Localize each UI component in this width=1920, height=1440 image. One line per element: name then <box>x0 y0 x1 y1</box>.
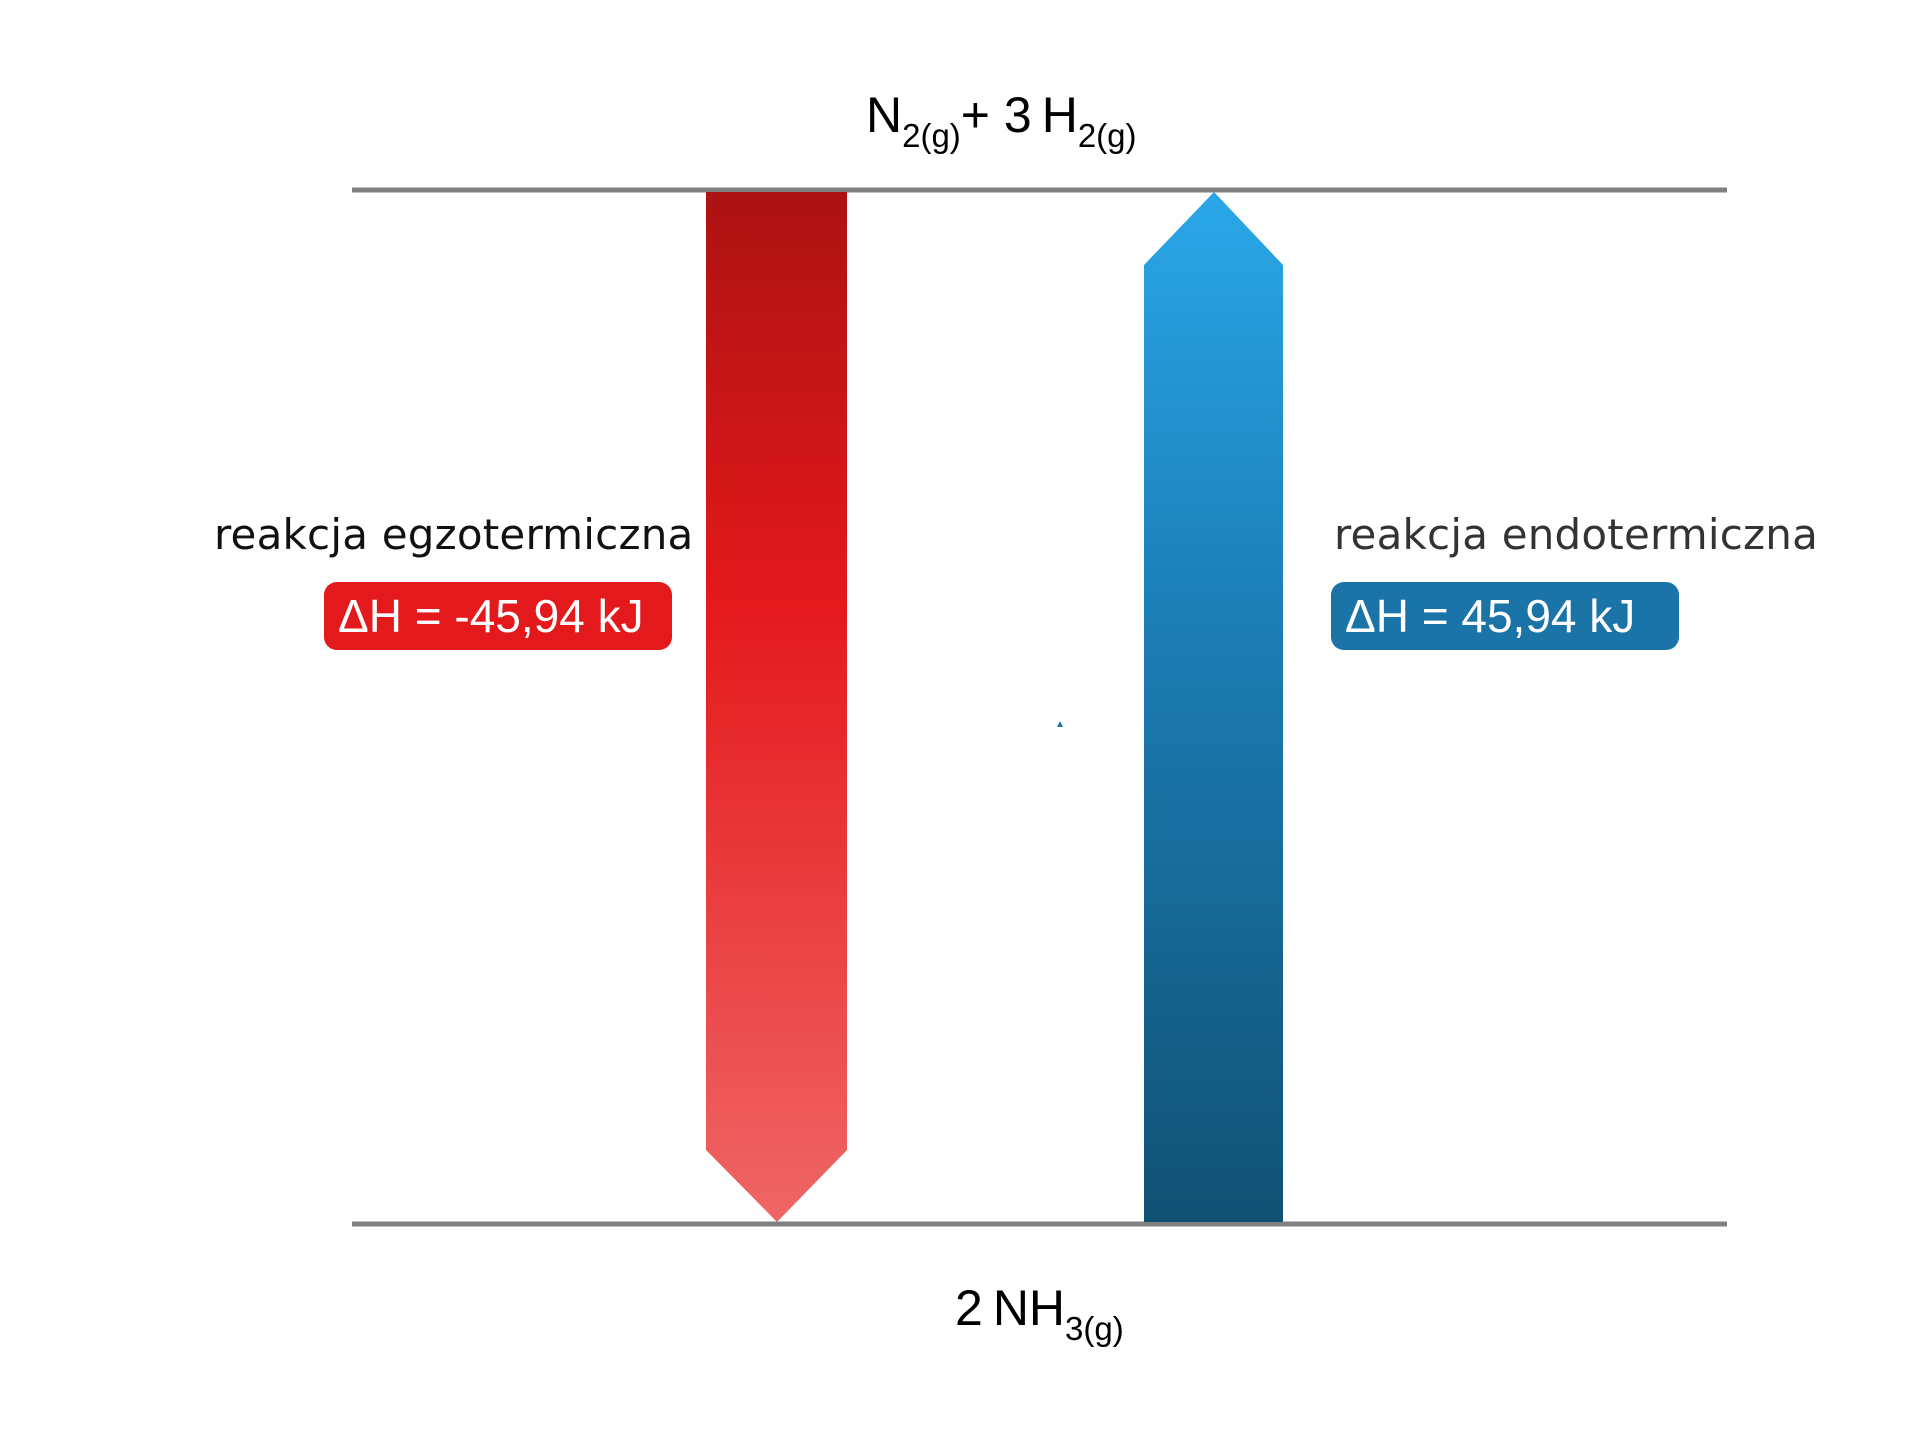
endothermic-delta-h-badge: ΔH = 45,94 kJ <box>1331 582 1679 650</box>
reactants-part-0: N <box>866 87 903 143</box>
exothermic-delta-h-badge: ΔH = -45,94 kJ <box>324 582 672 650</box>
products-part-0: 2 NH <box>955 1280 1066 1336</box>
products-formula: 2 NH3(g) <box>955 1280 1124 1345</box>
small-marker-icon <box>1057 721 1063 727</box>
reactants-part-1: + 3 H <box>960 87 1078 143</box>
endothermic-reaction-label: reakcja endotermiczna <box>1334 510 1819 559</box>
endothermic-arrow <box>1144 192 1283 1222</box>
reactants-subscript-0: 2(g) <box>902 116 961 154</box>
reactants-formula: N2(g)+ 3 H2(g) <box>866 87 1137 152</box>
exothermic-reaction-label: reakcja egzotermiczna <box>214 510 694 559</box>
exothermic-arrow <box>706 192 847 1222</box>
products-subscript-0: 3(g) <box>1065 1309 1124 1347</box>
reactants-subscript-1: 2(g) <box>1077 116 1137 154</box>
